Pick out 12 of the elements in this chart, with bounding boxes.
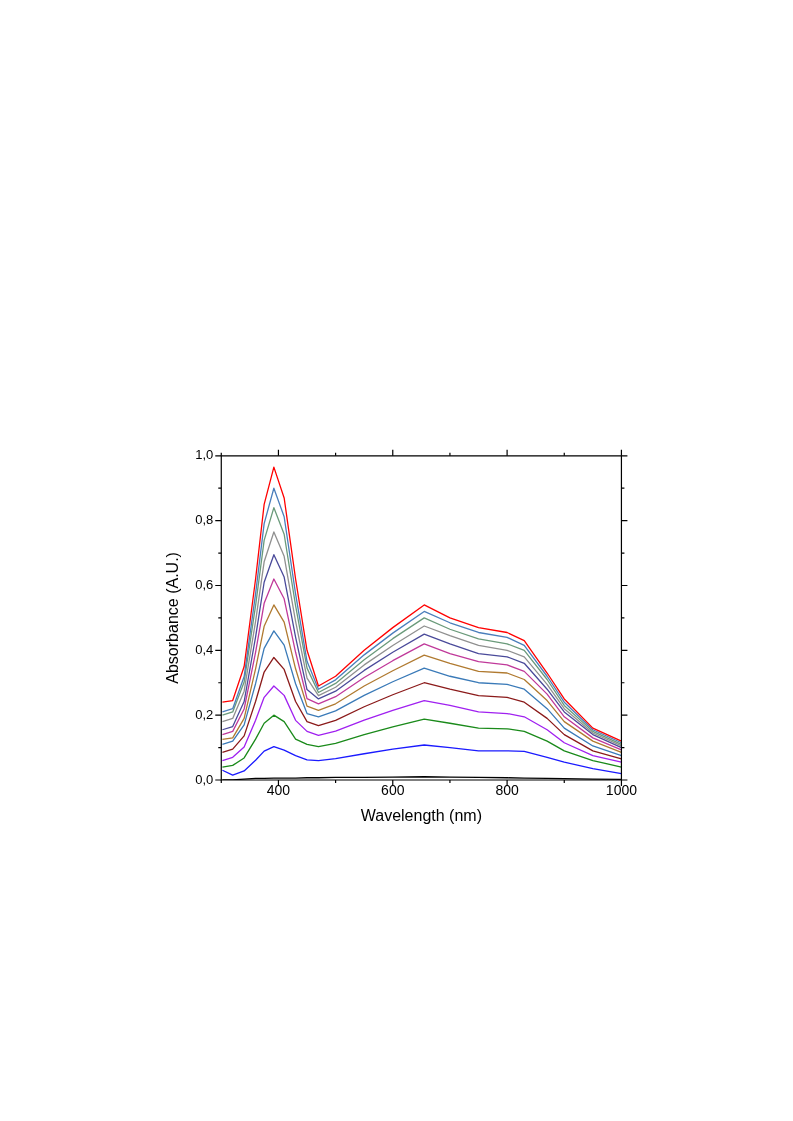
y-tick-label: 0,2 xyxy=(195,706,214,722)
x-tick-label: 400 xyxy=(266,782,291,799)
x-tick-label: 800 xyxy=(495,782,519,799)
y-tick-label: 0,8 xyxy=(195,512,214,528)
y-axis-title: Absorbance (A.U.) xyxy=(164,552,182,684)
y-tick-label: 1,0 xyxy=(195,447,214,463)
y-tick-label: 0,0 xyxy=(195,771,214,787)
x-axis-title: Wavelength (nm) xyxy=(360,806,482,824)
y-tick-label: 0,6 xyxy=(195,577,214,593)
x-tick-label: 600 xyxy=(381,782,405,799)
y-tick-label: 0,4 xyxy=(195,641,214,657)
x-tick-label: 1000 xyxy=(605,782,638,799)
